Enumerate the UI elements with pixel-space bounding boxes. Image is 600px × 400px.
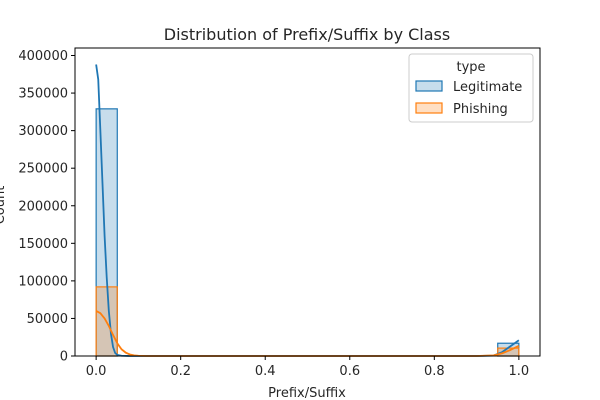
legend-title: type <box>456 60 485 75</box>
x-tick-label: 0.0 <box>86 364 107 379</box>
x-tick-label: 0.4 <box>255 364 276 379</box>
legend-label-legitimate: Legitimate <box>453 80 522 95</box>
y-axis-title: Count <box>0 186 8 225</box>
y-tick-label: 350000 <box>18 87 68 102</box>
x-tick-label: 0.8 <box>424 364 445 379</box>
axes: 0.0 0.2 0.4 0.6 0.8 1.0 0 50000 100000 150000 2000… <box>18 47 541 379</box>
chart-title: Distribution of Prefix/Suffix by Class <box>164 25 450 44</box>
y-tick-label: 400000 <box>18 49 68 64</box>
y-tick-label: 200000 <box>18 199 68 214</box>
plot-frame <box>74 47 541 357</box>
x-axis-title: Prefix/Suffix <box>268 386 346 400</box>
legend-swatch-phishing <box>415 102 443 114</box>
legend: type Legitimate Phishing <box>408 53 534 123</box>
legend-swatch-legitimate <box>415 80 443 92</box>
y-tick-label: 150000 <box>18 237 68 252</box>
y-tick-label: 300000 <box>18 124 68 139</box>
y-tick-label: 50000 <box>27 312 68 327</box>
legend-label-phishing: Phishing <box>453 102 508 117</box>
y-tick-label: 0 <box>60 350 68 365</box>
y-tick-label: 100000 <box>18 274 68 289</box>
plot-area <box>95 64 520 357</box>
x-tick-label: 0.6 <box>339 364 360 379</box>
legend-frame <box>408 53 534 123</box>
x-tick-label: 1.0 <box>509 364 530 379</box>
kde-line-phishing <box>95 310 520 357</box>
y-tick-label: 250000 <box>18 162 68 177</box>
x-tick-label: 0.2 <box>170 364 191 379</box>
